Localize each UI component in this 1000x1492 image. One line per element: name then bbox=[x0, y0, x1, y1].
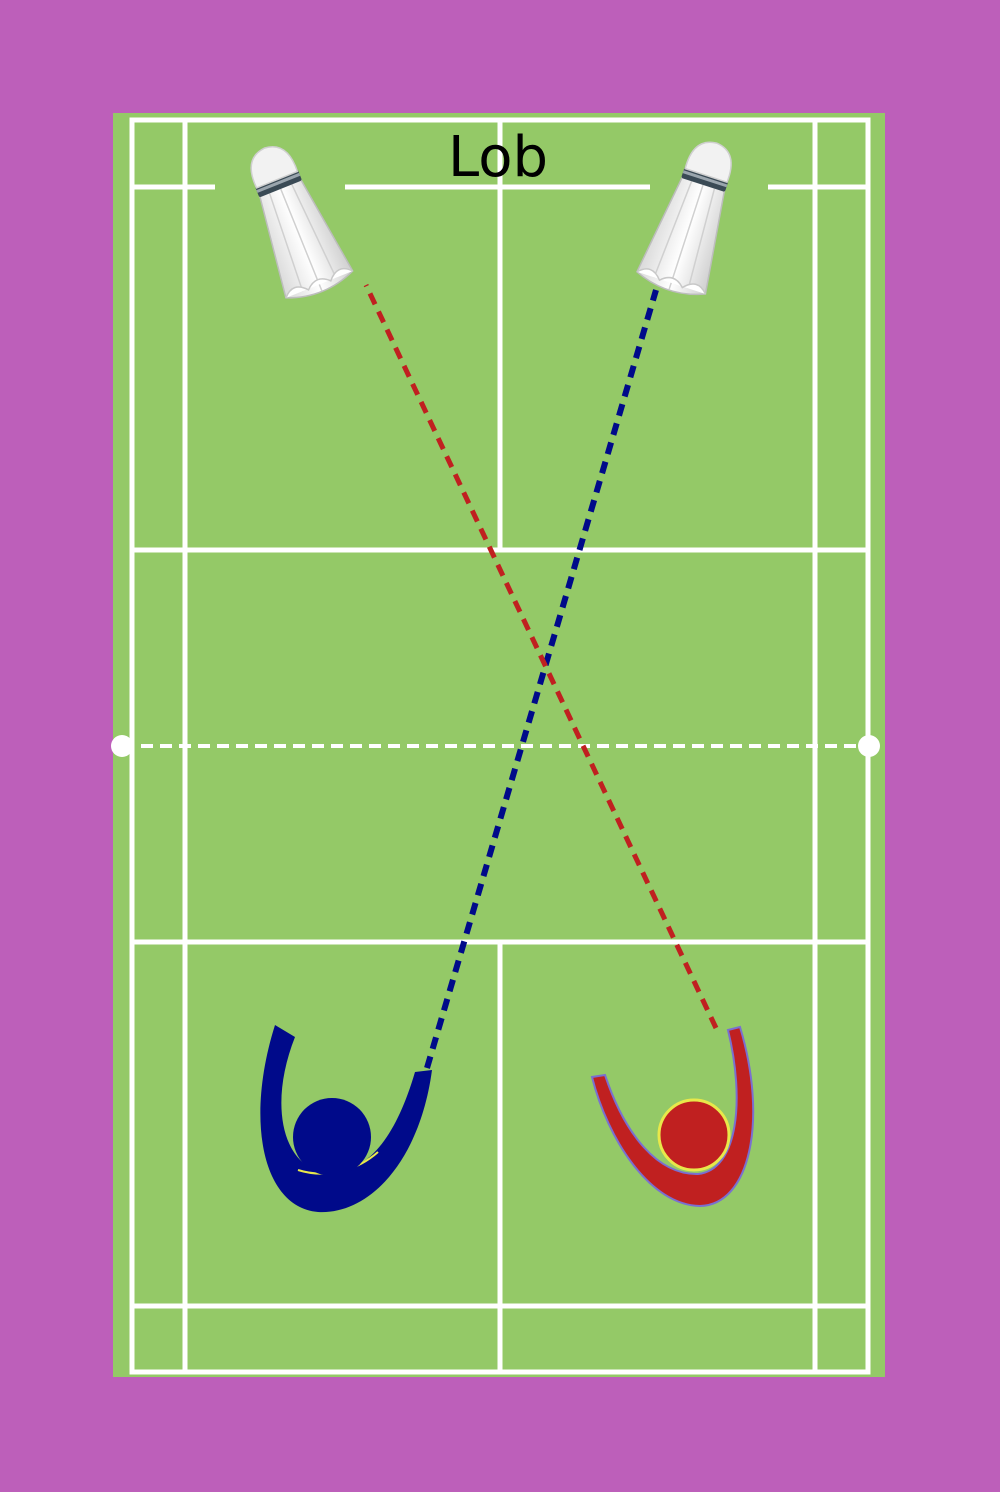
blue-player-body bbox=[260, 1025, 432, 1213]
blue-trajectory-line bbox=[424, 289, 659, 1069]
blue-player-icon bbox=[260, 1025, 432, 1213]
blue-player-head bbox=[293, 1098, 371, 1176]
badminton-court bbox=[111, 113, 885, 1377]
diagram-title: Lob bbox=[448, 125, 548, 190]
red-player-head bbox=[657, 1098, 731, 1172]
net bbox=[111, 735, 880, 757]
net-post-right bbox=[858, 735, 880, 757]
red-trajectory-line bbox=[363, 283, 719, 1030]
net-post-left bbox=[111, 735, 133, 757]
red-player-body bbox=[590, 1025, 755, 1208]
red-player-icon bbox=[590, 1025, 755, 1208]
